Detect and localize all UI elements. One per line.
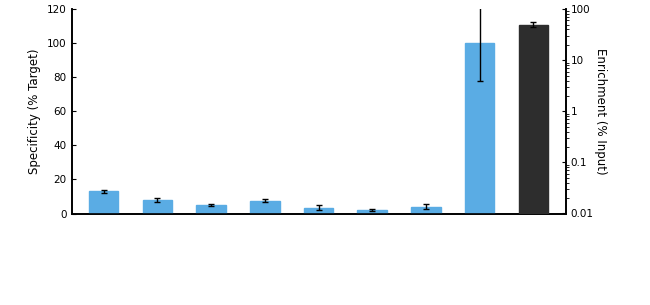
Bar bbox=[142, 200, 172, 213]
Bar bbox=[519, 24, 548, 305]
Bar bbox=[411, 207, 441, 214]
Bar bbox=[196, 205, 226, 213]
Bar bbox=[304, 207, 333, 213]
Bar bbox=[250, 201, 280, 213]
Bar bbox=[358, 210, 387, 213]
Y-axis label: Enrichment (% Input): Enrichment (% Input) bbox=[594, 48, 607, 175]
Y-axis label: Specificity (% Target): Specificity (% Target) bbox=[29, 48, 42, 174]
Bar bbox=[465, 43, 495, 213]
Bar bbox=[89, 191, 118, 214]
